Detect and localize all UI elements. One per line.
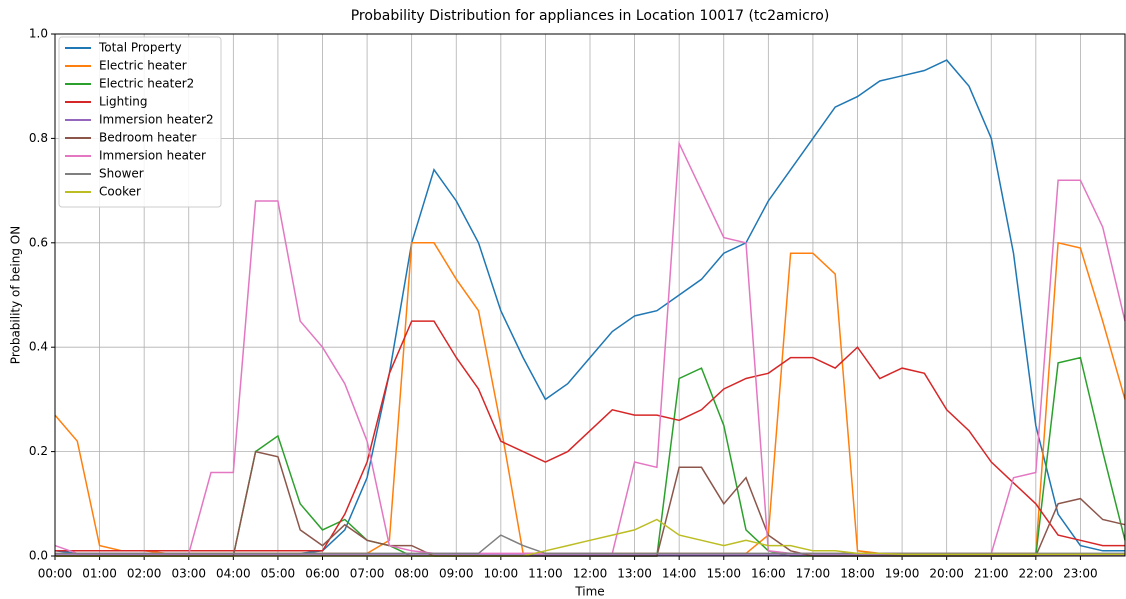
x-tick-label: 02:00 bbox=[127, 567, 162, 581]
x-tick-label: 08:00 bbox=[394, 567, 429, 581]
x-tick-label: 21:00 bbox=[974, 567, 1009, 581]
x-tick-label: 22:00 bbox=[1019, 567, 1054, 581]
x-axis-label: Time bbox=[574, 585, 604, 599]
series-line bbox=[55, 534, 1125, 555]
x-tick-label: 04:00 bbox=[216, 567, 251, 581]
x-tick-label: 09:00 bbox=[439, 567, 474, 581]
y-tick-label: 0.8 bbox=[29, 131, 48, 145]
x-tick-label: 17:00 bbox=[796, 567, 831, 581]
legend-label: Bedroom heater bbox=[99, 131, 197, 145]
series-line bbox=[55, 320, 1125, 552]
y-tick-label: 1.0 bbox=[29, 27, 48, 41]
x-tick-label: 14:00 bbox=[662, 567, 697, 581]
x-tick-label: 20:00 bbox=[929, 567, 964, 581]
chart-title: Probability Distribution for appliances … bbox=[351, 8, 830, 24]
plot-frame bbox=[54, 33, 1126, 557]
x-tick-label: 23:00 bbox=[1063, 567, 1098, 581]
y-tick-label: 0.6 bbox=[29, 235, 48, 249]
legend-label: Immersion heater2 bbox=[99, 113, 214, 127]
y-axis-label: Probability of being ON bbox=[9, 226, 23, 364]
x-tick-label: 18:00 bbox=[840, 567, 875, 581]
legend-label: Electric heater bbox=[99, 59, 187, 73]
x-tick-label: 07:00 bbox=[350, 567, 385, 581]
x-tick-label: 13:00 bbox=[617, 567, 652, 581]
y-tick-label: 0.4 bbox=[29, 340, 48, 354]
x-tick-label: 15:00 bbox=[706, 567, 741, 581]
legend-label: Lighting bbox=[99, 95, 148, 109]
x-tick-label: 05:00 bbox=[261, 567, 296, 581]
legend-label: Total Property bbox=[98, 41, 182, 55]
x-tick-label: 11:00 bbox=[528, 567, 563, 581]
x-tick-label: 10:00 bbox=[484, 567, 519, 581]
y-tick-label: 0.2 bbox=[29, 444, 48, 458]
x-tick-label: 12:00 bbox=[573, 567, 608, 581]
x-tick-label: 01:00 bbox=[82, 567, 117, 581]
x-tick-label: 00:00 bbox=[38, 567, 73, 581]
y-tick-label: 0.0 bbox=[29, 549, 48, 563]
legend-label: Cooker bbox=[99, 185, 141, 199]
legend-box bbox=[58, 36, 222, 208]
legend-label: Immersion heater bbox=[99, 149, 206, 163]
legend-label: Electric heater2 bbox=[99, 77, 194, 91]
x-tick-label: 06:00 bbox=[305, 567, 340, 581]
x-tick-label: 03:00 bbox=[171, 567, 206, 581]
x-tick-label: 19:00 bbox=[885, 567, 920, 581]
legend-label: Shower bbox=[99, 167, 144, 181]
x-tick-label: 16:00 bbox=[751, 567, 786, 581]
